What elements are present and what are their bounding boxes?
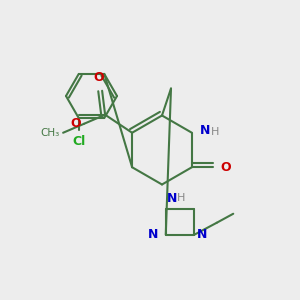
Text: CH₃: CH₃ xyxy=(41,128,60,138)
Text: O: O xyxy=(70,117,80,130)
Text: N: N xyxy=(197,228,207,241)
Text: Cl: Cl xyxy=(72,135,86,148)
Text: H: H xyxy=(177,193,185,203)
Text: H: H xyxy=(211,127,219,136)
Text: N: N xyxy=(148,228,158,241)
Text: O: O xyxy=(220,161,231,174)
Text: O: O xyxy=(94,71,104,84)
Text: N: N xyxy=(167,192,177,205)
Text: N: N xyxy=(200,124,211,137)
